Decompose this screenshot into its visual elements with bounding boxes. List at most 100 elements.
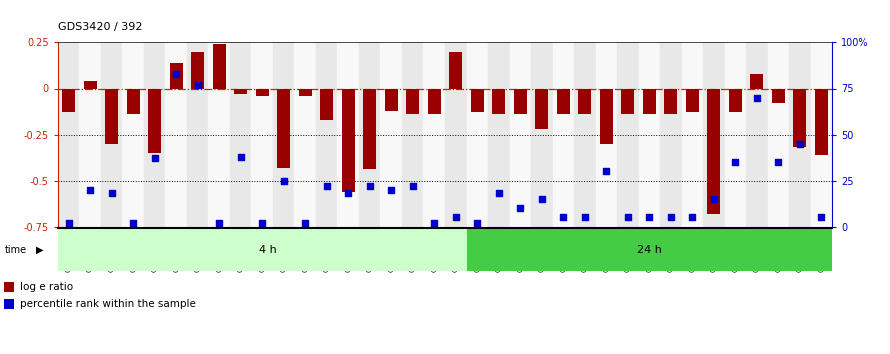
Point [83, 187, 97, 193]
Text: 4 h: 4 h [259, 245, 277, 255]
Point [749, 95, 764, 101]
Point [578, 215, 592, 220]
Point [449, 215, 463, 220]
Bar [660, 42, 682, 227]
Point [362, 183, 376, 189]
Bar [574, 42, 595, 227]
Bar [553, 42, 574, 227]
Bar [600, 88, 612, 144]
Bar [342, 88, 354, 192]
Bar [708, 88, 720, 214]
Bar [428, 88, 441, 114]
Bar [406, 88, 419, 114]
Bar [746, 42, 767, 227]
Bar [595, 42, 617, 227]
Bar [363, 88, 376, 170]
Bar [617, 42, 639, 227]
Bar [273, 42, 295, 227]
Bar [299, 88, 312, 96]
Bar [466, 42, 488, 227]
Bar [488, 42, 509, 227]
Bar [4, 299, 14, 309]
Bar [123, 42, 144, 227]
Bar [703, 42, 724, 227]
Bar [166, 42, 187, 227]
Bar [724, 42, 746, 227]
Text: percentile rank within the sample: percentile rank within the sample [20, 299, 196, 309]
Bar [295, 42, 316, 227]
Point [664, 215, 678, 220]
Point [514, 205, 528, 211]
Point [341, 190, 355, 196]
Bar [255, 88, 269, 96]
Text: log e ratio: log e ratio [20, 282, 73, 292]
Point [126, 220, 141, 226]
Point [148, 156, 162, 161]
Point [535, 196, 549, 202]
Bar [492, 88, 506, 114]
Bar [535, 88, 548, 129]
Text: ▶: ▶ [36, 245, 43, 255]
Bar [213, 44, 226, 88]
Bar [514, 88, 527, 114]
Bar [729, 88, 742, 113]
Point [406, 183, 420, 189]
Bar [557, 88, 570, 114]
Bar [639, 42, 660, 227]
Bar [337, 42, 359, 227]
Bar [278, 88, 290, 168]
Point [427, 220, 441, 226]
Bar [750, 74, 764, 88]
Bar [424, 42, 445, 227]
Bar [105, 88, 118, 144]
Point [212, 220, 226, 226]
Point [643, 215, 657, 220]
Bar [62, 88, 75, 113]
Point [728, 159, 742, 165]
Point [384, 187, 399, 193]
Bar [79, 42, 101, 227]
Point [190, 82, 205, 88]
Bar [402, 42, 424, 227]
Bar [148, 88, 161, 153]
Bar [384, 88, 398, 110]
Text: GDS3420 / 392: GDS3420 / 392 [58, 22, 142, 32]
Bar [772, 88, 785, 103]
Bar [621, 88, 635, 114]
Bar [686, 88, 699, 113]
Bar [643, 88, 656, 114]
Bar [381, 42, 402, 227]
Bar [316, 42, 337, 227]
Bar [471, 88, 484, 113]
Bar [126, 88, 140, 114]
Point [772, 159, 786, 165]
Bar [767, 42, 789, 227]
Bar [794, 88, 806, 147]
Bar [170, 63, 182, 88]
Point [620, 215, 635, 220]
Bar [359, 42, 381, 227]
Point [491, 190, 506, 196]
Point [233, 154, 247, 159]
Bar [811, 42, 832, 227]
Point [61, 220, 76, 226]
Bar [445, 42, 466, 227]
Point [707, 196, 721, 202]
Bar [664, 88, 677, 114]
Bar [84, 81, 97, 88]
Point [169, 71, 183, 76]
Bar [187, 42, 208, 227]
Point [255, 220, 270, 226]
Bar [789, 42, 811, 227]
Bar [234, 88, 247, 94]
Text: time: time [4, 245, 27, 255]
Bar [466, 228, 832, 271]
Bar [144, 42, 166, 227]
Bar [815, 88, 828, 155]
Bar [252, 42, 273, 227]
Point [320, 183, 334, 189]
Point [556, 215, 570, 220]
Bar [510, 42, 531, 227]
Point [298, 220, 312, 226]
Bar [531, 42, 553, 227]
